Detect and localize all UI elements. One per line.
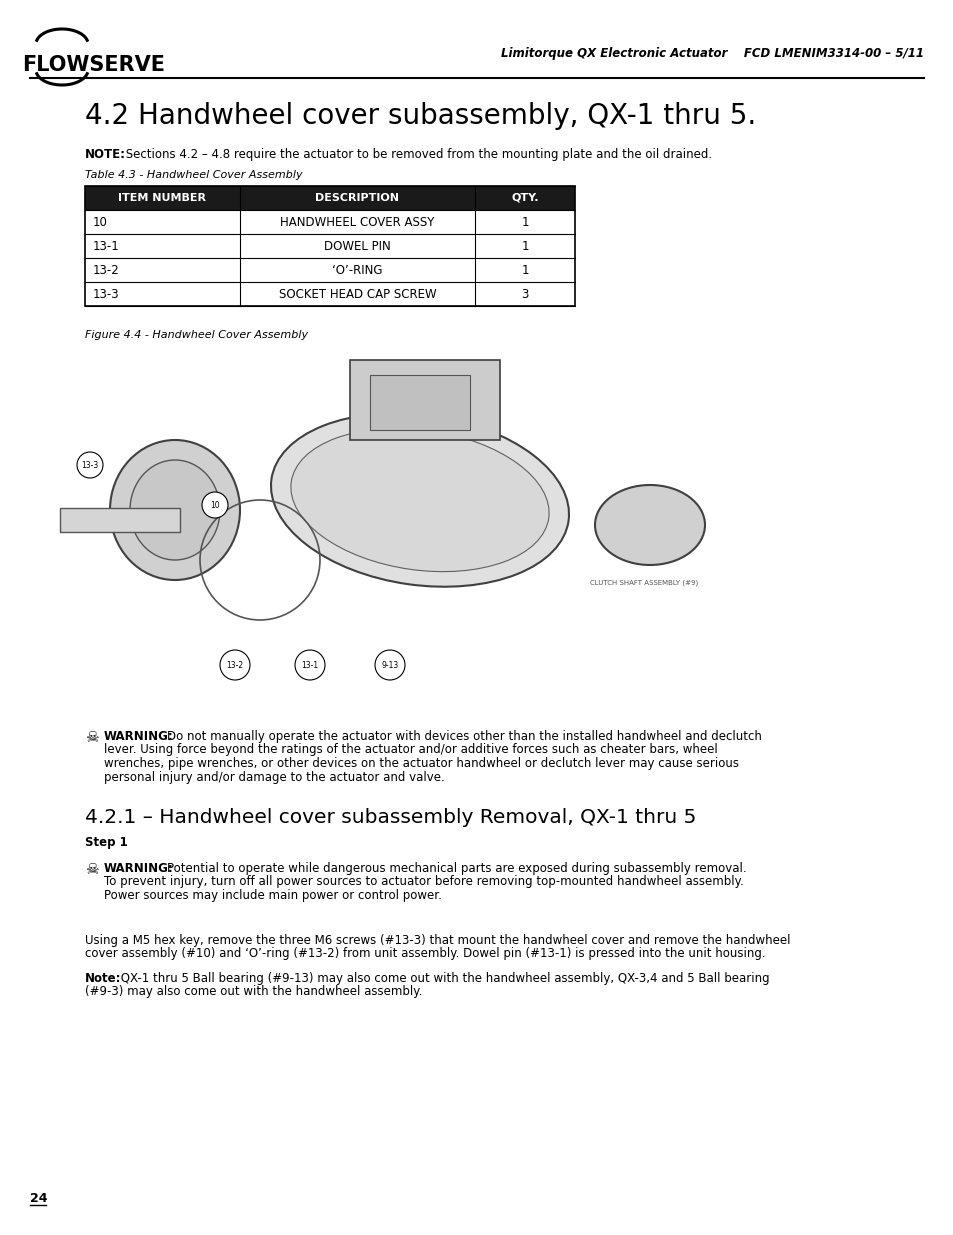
Text: 4.2 Handwheel cover subassembly, QX-1 thru 5.: 4.2 Handwheel cover subassembly, QX-1 th… bbox=[85, 103, 756, 130]
Bar bbox=[85, 210, 240, 233]
Text: 9-13: 9-13 bbox=[381, 661, 398, 669]
Ellipse shape bbox=[130, 459, 220, 559]
Text: 13-2: 13-2 bbox=[226, 661, 243, 669]
Bar bbox=[85, 258, 240, 282]
Text: Do not manually operate the actuator with devices other than the installed handw: Do not manually operate the actuator wit… bbox=[167, 730, 761, 743]
Bar bbox=[240, 186, 475, 210]
Text: Figure 4.4 - Handwheel Cover Assembly: Figure 4.4 - Handwheel Cover Assembly bbox=[85, 330, 308, 340]
Text: 13-3: 13-3 bbox=[92, 288, 119, 300]
Bar bbox=[240, 210, 475, 233]
Ellipse shape bbox=[291, 429, 549, 572]
Text: WARNING:: WARNING: bbox=[104, 730, 173, 743]
Text: wrenches, pipe wrenches, or other devices on the actuator handwheel or declutch : wrenches, pipe wrenches, or other device… bbox=[104, 757, 739, 769]
Text: lever. Using force beyond the ratings of the actuator and/or additive forces suc: lever. Using force beyond the ratings of… bbox=[104, 743, 717, 757]
Text: Table 4.3 - Handwheel Cover Assembly: Table 4.3 - Handwheel Cover Assembly bbox=[85, 170, 302, 180]
Text: 1: 1 bbox=[520, 240, 528, 252]
Bar bbox=[475, 282, 575, 306]
Circle shape bbox=[375, 650, 405, 680]
Text: QTY.: QTY. bbox=[511, 193, 538, 203]
Text: 3: 3 bbox=[520, 288, 528, 300]
Bar bbox=[475, 210, 575, 233]
Bar bbox=[370, 375, 470, 430]
Text: To prevent injury, turn off all power sources to actuator before removing top-mo: To prevent injury, turn off all power so… bbox=[104, 876, 743, 888]
Text: Step 1: Step 1 bbox=[85, 836, 128, 848]
Bar bbox=[240, 258, 475, 282]
Text: SOCKET HEAD CAP SCREW: SOCKET HEAD CAP SCREW bbox=[278, 288, 436, 300]
Text: ☠: ☠ bbox=[85, 730, 98, 745]
Text: CLUTCH SHAFT ASSEMBLY (#9): CLUTCH SHAFT ASSEMBLY (#9) bbox=[589, 580, 698, 587]
Bar bbox=[85, 186, 575, 306]
Text: 1: 1 bbox=[520, 263, 528, 277]
Ellipse shape bbox=[595, 485, 704, 564]
Bar bbox=[475, 233, 575, 258]
Text: DOWEL PIN: DOWEL PIN bbox=[324, 240, 391, 252]
Text: Using a M5 hex key, remove the three M6 screws (#13-3) that mount the handwheel : Using a M5 hex key, remove the three M6 … bbox=[85, 934, 790, 947]
Text: 13-3: 13-3 bbox=[81, 461, 98, 469]
Text: WARNING:: WARNING: bbox=[104, 862, 173, 876]
Circle shape bbox=[294, 650, 325, 680]
Text: 13-1: 13-1 bbox=[301, 661, 318, 669]
Text: 24: 24 bbox=[30, 1192, 48, 1205]
Text: FLOWSERVE: FLOWSERVE bbox=[22, 56, 165, 75]
Text: 10: 10 bbox=[92, 215, 108, 228]
Bar bbox=[475, 186, 575, 210]
Bar bbox=[475, 258, 575, 282]
Bar bbox=[85, 282, 240, 306]
Text: 4.2.1 – Handwheel cover subassembly Removal, QX-1 thru 5: 4.2.1 – Handwheel cover subassembly Remo… bbox=[85, 808, 696, 827]
Bar bbox=[85, 233, 240, 258]
Bar bbox=[240, 233, 475, 258]
Text: Limitorque QX Electronic Actuator    FCD LMENIM3314-00 – 5/11: Limitorque QX Electronic Actuator FCD LM… bbox=[500, 47, 923, 61]
Text: 13-2: 13-2 bbox=[92, 263, 120, 277]
Text: 13-1: 13-1 bbox=[92, 240, 120, 252]
Text: Sections 4.2 – 4.8 require the actuator to be removed from the mounting plate an: Sections 4.2 – 4.8 require the actuator … bbox=[122, 148, 711, 161]
Bar bbox=[350, 359, 499, 440]
Text: ITEM NUMBER: ITEM NUMBER bbox=[118, 193, 206, 203]
Text: ‘O’-RING: ‘O’-RING bbox=[332, 263, 382, 277]
Ellipse shape bbox=[271, 414, 568, 587]
Text: ☠: ☠ bbox=[85, 862, 98, 877]
Bar bbox=[60, 508, 180, 532]
Text: QX-1 thru 5 Ball bearing (#9-13) may also come out with the handwheel assembly, : QX-1 thru 5 Ball bearing (#9-13) may als… bbox=[117, 972, 769, 986]
Circle shape bbox=[220, 650, 250, 680]
Text: Power sources may include main power or control power.: Power sources may include main power or … bbox=[104, 889, 441, 902]
Text: Note:: Note: bbox=[85, 972, 121, 986]
Bar bbox=[85, 186, 240, 210]
Text: HANDWHEEL COVER ASSY: HANDWHEEL COVER ASSY bbox=[280, 215, 435, 228]
Text: 10: 10 bbox=[210, 500, 219, 510]
Bar bbox=[240, 282, 475, 306]
Text: cover assembly (#10) and ‘O’-ring (#13-2) from unit assembly. Dowel pin (#13-1) : cover assembly (#10) and ‘O’-ring (#13-2… bbox=[85, 947, 765, 961]
Text: NOTE:: NOTE: bbox=[85, 148, 126, 161]
Text: DESCRIPTION: DESCRIPTION bbox=[315, 193, 399, 203]
Text: personal injury and/or damage to the actuator and valve.: personal injury and/or damage to the act… bbox=[104, 771, 444, 783]
Text: 1: 1 bbox=[520, 215, 528, 228]
Ellipse shape bbox=[110, 440, 240, 580]
Text: Potential to operate while dangerous mechanical parts are exposed during subasse: Potential to operate while dangerous mec… bbox=[167, 862, 746, 876]
Circle shape bbox=[77, 452, 103, 478]
Text: (#9-3) may also come out with the handwheel assembly.: (#9-3) may also come out with the handwh… bbox=[85, 986, 422, 999]
Circle shape bbox=[202, 492, 228, 517]
